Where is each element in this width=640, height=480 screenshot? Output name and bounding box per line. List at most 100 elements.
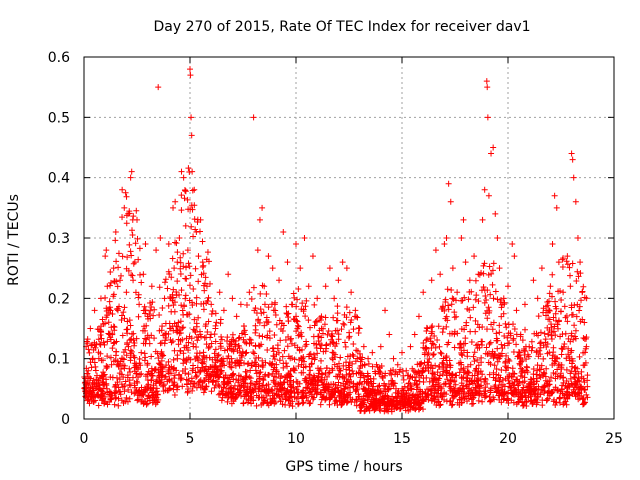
data-point (172, 198, 179, 205)
data-point (341, 321, 348, 328)
data-point (100, 321, 107, 328)
data-point (269, 265, 276, 272)
data-point (488, 150, 495, 157)
data-point (559, 256, 566, 263)
data-point (174, 386, 181, 393)
data-point (276, 386, 283, 393)
data-point (498, 304, 505, 311)
data-point (435, 387, 442, 394)
data-point (324, 373, 331, 380)
data-point (346, 309, 353, 316)
data-point (546, 326, 553, 333)
data-point (155, 360, 162, 367)
data-point (504, 395, 511, 402)
data-point (349, 367, 356, 374)
data-point (282, 401, 289, 408)
data-point (341, 385, 348, 392)
data-point (549, 271, 556, 278)
data-point (138, 384, 145, 391)
data-point (188, 132, 195, 139)
data-point (307, 367, 314, 374)
data-point (415, 313, 422, 320)
data-point (420, 340, 427, 347)
data-point (364, 373, 371, 380)
data-point (92, 367, 99, 374)
data-point (108, 390, 115, 397)
data-point (186, 282, 193, 289)
data-point (307, 324, 314, 331)
data-point (379, 400, 386, 407)
data-point (176, 235, 183, 241)
data-point (253, 355, 260, 362)
data-point (278, 373, 285, 380)
data-point (554, 321, 561, 328)
data-point (445, 302, 452, 309)
data-point (352, 307, 359, 314)
data-point (348, 289, 355, 296)
data-point (430, 382, 437, 389)
data-point (170, 204, 177, 211)
data-point (521, 301, 528, 308)
data-point (156, 379, 163, 386)
data-point (126, 377, 133, 384)
data-point (534, 394, 541, 401)
data-point (394, 361, 401, 368)
data-point (475, 362, 482, 369)
data-point (330, 389, 337, 396)
data-point (219, 391, 226, 398)
data-point (165, 358, 172, 365)
data-point (137, 362, 144, 369)
data-point (176, 371, 183, 378)
data-point (307, 350, 314, 357)
data-point (250, 349, 257, 356)
data-point (492, 288, 499, 295)
data-point (205, 318, 212, 325)
data-point (142, 386, 149, 393)
data-point (141, 350, 148, 357)
data-point (199, 360, 206, 367)
data-point (95, 336, 102, 343)
data-point (451, 344, 458, 351)
data-point (509, 365, 516, 372)
data-point (559, 390, 566, 397)
data-point (218, 397, 225, 404)
data-point (100, 339, 107, 346)
data-point (294, 344, 301, 351)
data-point (489, 281, 496, 288)
data-point (421, 359, 428, 366)
data-point (132, 240, 139, 247)
data-point (509, 241, 516, 248)
data-point (533, 349, 540, 356)
data-point (365, 360, 372, 367)
data-point (509, 374, 516, 381)
data-point (232, 362, 239, 369)
data-point (148, 304, 155, 311)
data-point (155, 355, 162, 362)
data-point (581, 294, 588, 301)
data-point (246, 289, 253, 296)
data-point (435, 323, 442, 330)
data-point (429, 370, 436, 377)
data-point (145, 381, 152, 388)
data-point (476, 271, 483, 278)
data-point (169, 338, 176, 345)
data-point (489, 326, 496, 333)
data-point (208, 340, 215, 347)
data-point (428, 362, 435, 369)
data-point (101, 341, 108, 348)
data-point (390, 379, 397, 386)
data-point (563, 378, 570, 385)
data-point (200, 300, 207, 307)
data-point (128, 252, 135, 259)
data-point (175, 341, 182, 348)
data-point (256, 319, 263, 326)
data-point (150, 312, 157, 319)
data-point (271, 379, 278, 386)
data-point (462, 259, 469, 266)
data-point (498, 350, 505, 357)
data-point (529, 401, 536, 408)
data-point (138, 370, 145, 377)
data-point (134, 216, 140, 223)
data-point (148, 353, 155, 360)
data-point (443, 369, 450, 376)
